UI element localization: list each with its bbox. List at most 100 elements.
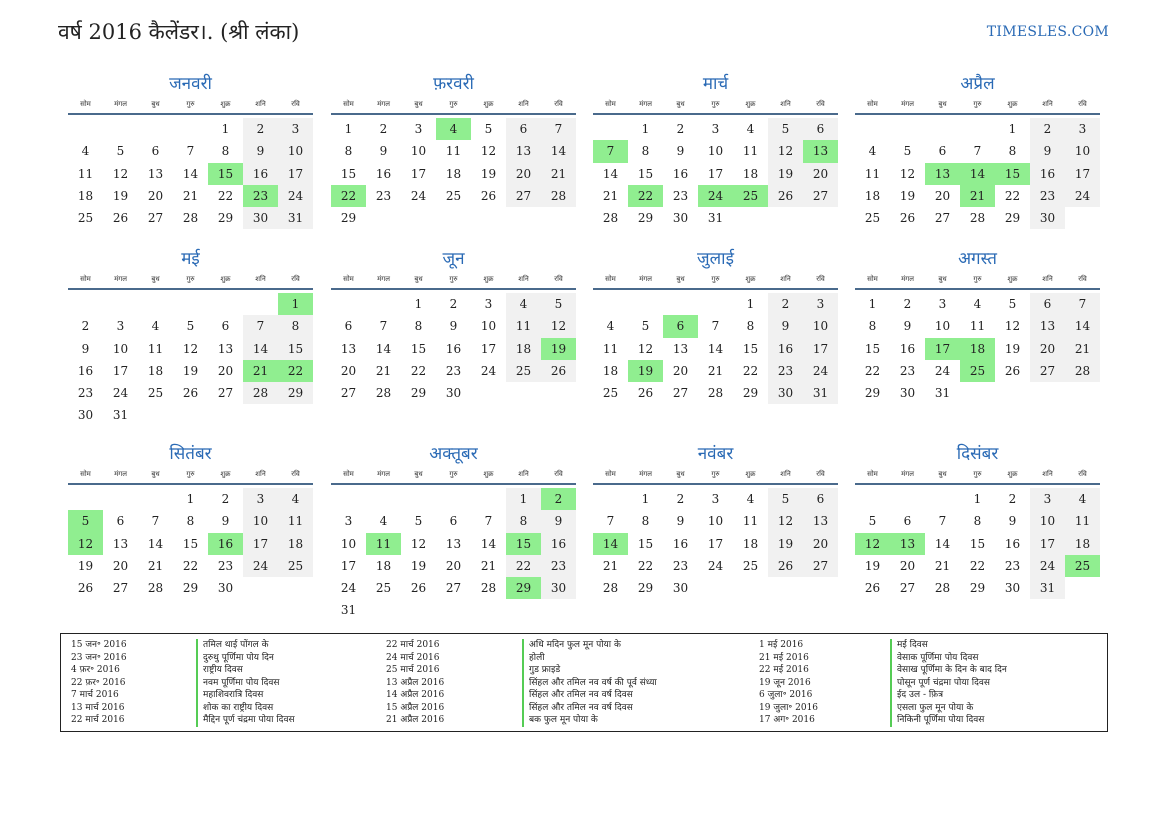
day-cell[interactable]: 27 bbox=[934, 211, 951, 226]
day-cell[interactable]: 24 bbox=[1030, 554, 1065, 578]
day-cell[interactable]: 27 bbox=[147, 211, 164, 226]
day-cell[interactable]: 10 bbox=[243, 510, 278, 533]
day-cell[interactable]: 24 bbox=[707, 558, 724, 573]
day-cell[interactable]: 4 bbox=[278, 488, 313, 511]
day-cell[interactable]: 10 bbox=[803, 315, 838, 338]
day-cell[interactable]: 30 bbox=[672, 581, 689, 596]
day-cell[interactable]: 2 bbox=[449, 297, 458, 311]
day-cell[interactable]: 18 bbox=[77, 188, 94, 203]
day-cell[interactable]: 3 bbox=[484, 297, 493, 311]
day-cell[interactable]: 26 bbox=[899, 211, 916, 226]
day-cell[interactable]: 14 bbox=[707, 341, 724, 356]
day-cell[interactable]: 20 bbox=[506, 162, 541, 185]
day-cell[interactable]: 20 bbox=[340, 363, 357, 378]
day-cell[interactable]: 28 bbox=[147, 581, 164, 596]
day-cell[interactable]: 28 bbox=[243, 382, 278, 405]
day-cell[interactable]: 18 bbox=[602, 363, 619, 378]
day-cell[interactable]: 23 bbox=[672, 188, 689, 203]
day-cell[interactable]: 10 bbox=[1065, 140, 1100, 163]
day-cell[interactable]: 29 bbox=[410, 386, 427, 401]
day-cell[interactable]: 17 bbox=[1065, 162, 1100, 185]
day-cell[interactable]: 26 bbox=[541, 359, 576, 383]
day-cell[interactable]: 1 bbox=[221, 122, 230, 136]
day-cell[interactable]: 29 bbox=[340, 211, 357, 226]
day-cell[interactable]: 29 bbox=[278, 382, 313, 405]
day-cell[interactable]: 14 bbox=[182, 166, 199, 181]
day-cell[interactable]: 13 bbox=[340, 341, 357, 356]
day-cell[interactable]: 2 bbox=[379, 122, 388, 136]
day-cell[interactable]: 20 bbox=[899, 558, 916, 573]
day-cell[interactable]: 19 bbox=[628, 359, 663, 383]
day-cell[interactable]: 17 bbox=[1030, 532, 1065, 555]
day-cell[interactable]: 2 bbox=[676, 122, 685, 136]
day-cell[interactable]: 9 bbox=[1030, 140, 1065, 163]
day-cell[interactable]: 28 bbox=[182, 211, 199, 226]
day-cell[interactable]: 14 bbox=[960, 162, 995, 185]
day-cell[interactable]: 7 bbox=[1065, 293, 1100, 316]
day-cell[interactable]: 3 bbox=[414, 122, 423, 136]
day-cell[interactable]: 23 bbox=[375, 188, 392, 203]
day-cell[interactable]: 6 bbox=[116, 514, 125, 529]
day-cell[interactable]: 18 bbox=[742, 166, 759, 181]
day-cell[interactable]: 6 bbox=[803, 118, 838, 141]
day-cell[interactable]: 9 bbox=[676, 514, 685, 529]
day-cell[interactable]: 11 bbox=[445, 144, 462, 159]
day-cell[interactable]: 4 bbox=[973, 297, 982, 311]
day-cell[interactable]: 2 bbox=[1008, 492, 1017, 506]
day-cell[interactable]: 23 bbox=[217, 558, 234, 573]
day-cell[interactable]: 18 bbox=[278, 532, 313, 555]
day-cell[interactable]: 4 bbox=[746, 122, 755, 136]
day-cell[interactable]: 5 bbox=[484, 122, 493, 136]
day-cell[interactable]: 21 bbox=[375, 363, 392, 378]
day-cell[interactable]: 8 bbox=[641, 144, 650, 159]
day-cell[interactable]: 26 bbox=[768, 554, 803, 578]
day-cell[interactable]: 26 bbox=[864, 581, 881, 596]
day-cell[interactable]: 28 bbox=[602, 581, 619, 596]
day-cell[interactable]: 5 bbox=[768, 488, 803, 511]
day-cell[interactable]: 29 bbox=[217, 211, 234, 226]
day-cell[interactable]: 16 bbox=[541, 532, 576, 555]
day-cell[interactable]: 7 bbox=[151, 514, 160, 529]
day-cell[interactable]: 4 bbox=[506, 293, 541, 316]
day-cell[interactable]: 12 bbox=[768, 140, 803, 163]
day-cell[interactable]: 23 bbox=[672, 558, 689, 573]
day-cell[interactable]: 22 bbox=[506, 554, 541, 578]
day-cell[interactable]: 22 bbox=[969, 558, 986, 573]
day-cell[interactable]: 3 bbox=[116, 319, 125, 334]
day-cell[interactable]: 27 bbox=[340, 386, 357, 401]
day-cell[interactable]: 13 bbox=[803, 510, 838, 533]
day-cell[interactable]: 13 bbox=[112, 536, 129, 551]
day-cell[interactable]: 8 bbox=[973, 514, 982, 529]
day-cell[interactable]: 22 bbox=[1004, 188, 1021, 203]
day-cell[interactable]: 11 bbox=[506, 315, 541, 338]
day-cell[interactable]: 15 bbox=[637, 166, 654, 181]
day-cell[interactable]: 6 bbox=[151, 144, 160, 159]
day-cell[interactable]: 16 bbox=[77, 363, 94, 378]
day-cell[interactable]: 17 bbox=[410, 166, 427, 181]
day-cell[interactable]: 12 bbox=[768, 510, 803, 533]
day-cell[interactable]: 30 bbox=[672, 211, 689, 226]
day-cell[interactable]: 14 bbox=[375, 341, 392, 356]
day-cell[interactable]: 24 bbox=[1065, 184, 1100, 208]
day-cell[interactable]: 12 bbox=[410, 536, 427, 551]
day-cell[interactable]: 26 bbox=[768, 184, 803, 208]
day-cell[interactable]: 26 bbox=[1004, 363, 1021, 378]
day-cell[interactable]: 11 bbox=[1065, 510, 1100, 533]
day-cell[interactable]: 20 bbox=[672, 363, 689, 378]
day-cell[interactable]: 27 bbox=[217, 386, 234, 401]
day-cell[interactable]: 11 bbox=[278, 510, 313, 533]
day-cell[interactable]: 1 bbox=[414, 297, 423, 311]
day-cell[interactable]: 29 bbox=[637, 211, 654, 226]
day-cell[interactable]: 27 bbox=[506, 184, 541, 208]
day-cell[interactable]: 30 bbox=[243, 207, 278, 230]
day-cell[interactable]: 4 bbox=[81, 144, 90, 159]
day-cell[interactable]: 17 bbox=[112, 363, 129, 378]
day-cell[interactable]: 23 bbox=[1030, 184, 1065, 208]
day-cell[interactable]: 13 bbox=[803, 140, 838, 163]
day-cell[interactable]: 1 bbox=[641, 492, 650, 506]
day-cell[interactable]: 19 bbox=[410, 558, 427, 573]
day-cell[interactable]: 24 bbox=[278, 184, 313, 208]
day-cell[interactable]: 1 bbox=[278, 293, 313, 316]
day-cell[interactable]: 9 bbox=[221, 514, 230, 529]
day-cell[interactable]: 10 bbox=[340, 536, 357, 551]
